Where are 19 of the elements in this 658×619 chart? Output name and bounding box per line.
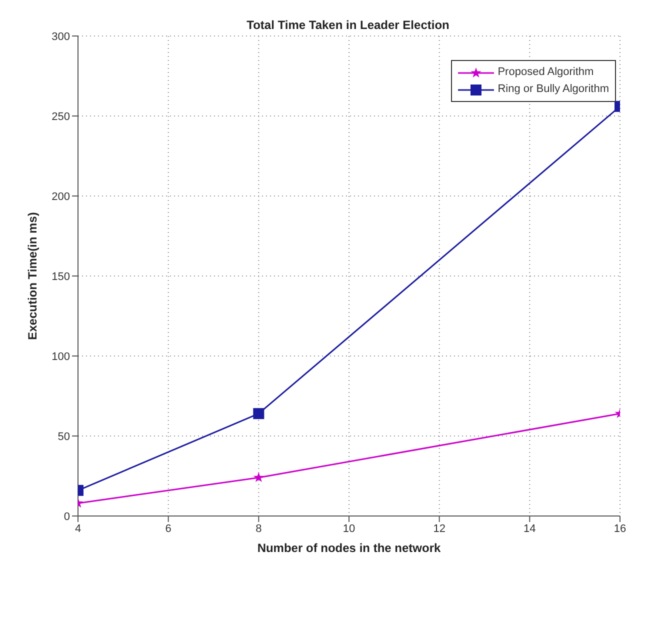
x-tick-label: 12 [433, 522, 446, 535]
y-tick-label: 150 [52, 270, 70, 283]
x-tick-label: 14 [524, 522, 536, 535]
y-tick-label: 300 [52, 30, 70, 43]
y-tick-label: 200 [52, 190, 70, 203]
legend-label: Proposed Algorithm [498, 65, 594, 80]
y-tick-label: 250 [52, 110, 70, 123]
x-tick-label: 6 [165, 522, 172, 535]
y-axis-title: Execution Time(in ms) [25, 212, 40, 340]
chart-title: Total Time Taken in Leader Election [246, 18, 450, 32]
x-tick-label: 10 [342, 522, 356, 535]
y-tick-label: 0 [64, 510, 70, 523]
legend-label: Ring or Bully Algorithm [498, 82, 609, 97]
x-tick-label: 16 [614, 522, 626, 535]
y-tick-label: 50 [58, 430, 70, 443]
y-tick-label: 100 [52, 350, 70, 363]
x-tick-label: 4 [74, 522, 82, 535]
x-tick-label: 8 [256, 522, 262, 535]
x-axis-title: Number of nodes in the network [257, 541, 441, 555]
